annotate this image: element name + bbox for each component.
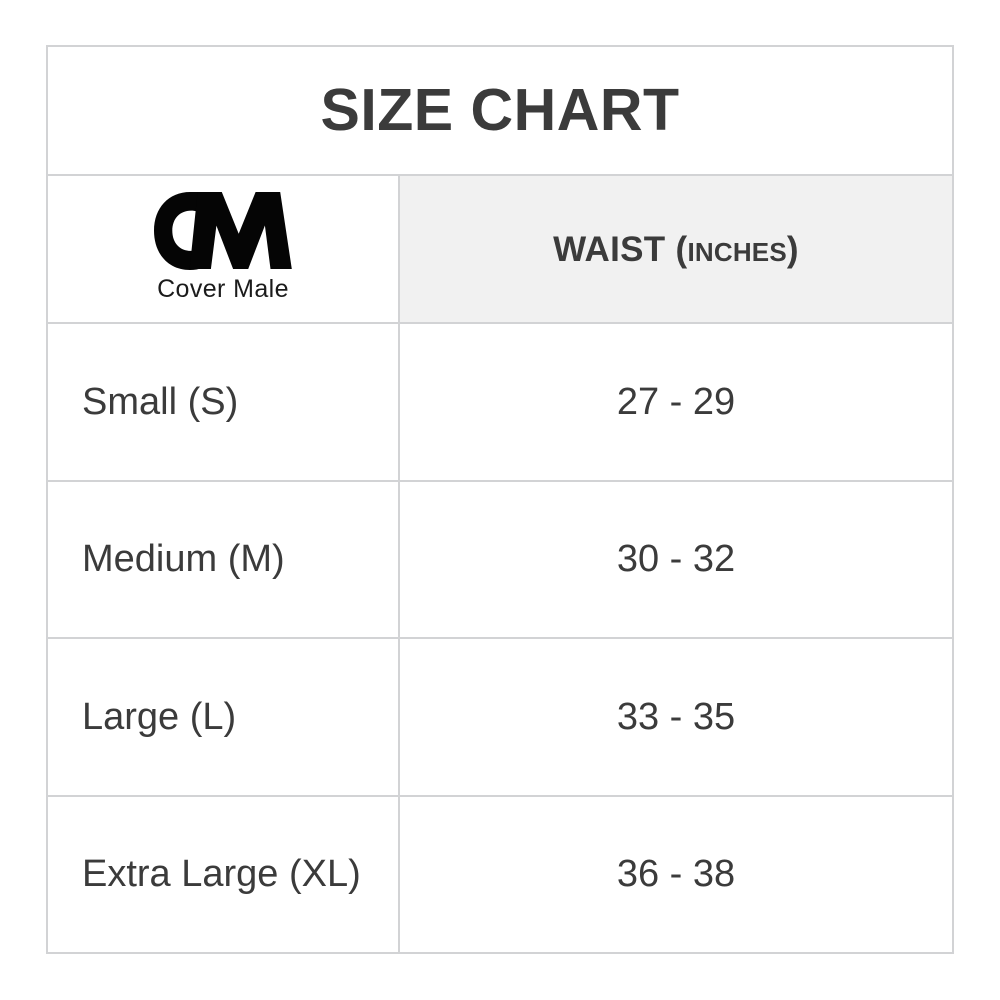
table-row: Small (S) 27 - 29 [48, 324, 952, 482]
page-title: SIZE CHART [320, 77, 680, 143]
cell-size-name: Large (L) [48, 639, 400, 795]
size-label: Small (S) [82, 380, 239, 423]
waist-header-paren-close: ) [786, 229, 799, 269]
cell-waist-value: 27 - 29 [400, 324, 952, 480]
cell-waist-value: 36 - 38 [400, 797, 952, 953]
size-chart-table: SIZE CHART Cover Male WAIST (INCHES) [46, 45, 954, 954]
cell-size-name: Extra Large (XL) [48, 796, 400, 952]
waist-header-paren-open: ( [675, 229, 688, 269]
size-label: Extra Large (XL) [82, 853, 361, 896]
size-label: Large (L) [82, 695, 237, 738]
table-row: Large (L) 33 - 35 [48, 639, 952, 797]
waist-header-label: WAIST (INCHES) [553, 232, 799, 267]
waist-value: 33 - 35 [616, 695, 736, 738]
table-row: Extra Large (XL) 36 - 38 [48, 796, 952, 953]
cell-size-name: Small (S) [48, 324, 400, 480]
cell-waist-value: 33 - 35 [400, 639, 952, 795]
waist-header-main: WAIST [553, 229, 666, 269]
table-header-row: Cover Male WAIST (INCHES) [48, 176, 952, 324]
cm-monogram-icon [154, 192, 292, 270]
brand-name: Cover Male [157, 275, 289, 303]
brand-logo: Cover Male [152, 192, 294, 302]
table-row: Medium (M) 30 - 32 [48, 481, 952, 639]
size-label: Medium (M) [82, 538, 285, 581]
waist-value: 36 - 38 [616, 853, 736, 896]
waist-value: 27 - 29 [616, 380, 736, 423]
title-row: SIZE CHART [48, 47, 952, 176]
cell-waist-value: 30 - 32 [400, 482, 952, 638]
header-cell-waist: WAIST (INCHES) [400, 176, 952, 322]
header-cell-brand: Cover Male [48, 176, 400, 322]
waist-header-unit: INCHES [687, 236, 787, 267]
cell-size-name: Medium (M) [48, 481, 400, 637]
waist-value: 30 - 32 [616, 538, 736, 581]
